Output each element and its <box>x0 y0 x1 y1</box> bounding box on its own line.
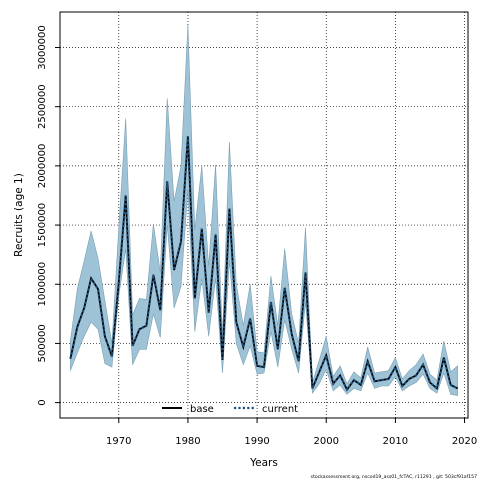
legend-base-label: base <box>190 404 214 415</box>
y-axis-title: Recruits (age 1) <box>13 173 25 257</box>
confidence-band <box>70 24 458 396</box>
grid-lines <box>60 12 468 418</box>
plot-frame <box>59 11 469 419</box>
series-lines <box>69 136 459 392</box>
y-tick-label-0: 0 <box>37 399 48 405</box>
y-axis-ticks: 0 500000 1000000 1500000 2000000 2500000 30000… <box>37 25 60 406</box>
y-tick-label-500000: 500000 <box>37 324 48 362</box>
x-tick-label-2020: 2020 <box>452 436 477 447</box>
x-axis-title: Years <box>249 457 278 469</box>
y-tick-label-1000000: 1000000 <box>37 262 48 307</box>
x-tick-label-1980: 1980 <box>175 436 200 447</box>
confidence-band-area <box>70 24 458 396</box>
x-tick-label-2010: 2010 <box>383 436 408 447</box>
y-tick-label-1500000: 1500000 <box>37 203 48 248</box>
y-tick-label-2000000: 2000000 <box>37 144 48 189</box>
x-tick-label-2000: 2000 <box>314 436 339 447</box>
x-axis-ticks: 1970 1980 1990 2000 2010 2020 <box>106 418 477 447</box>
x-tick-label-1990: 1990 <box>244 436 269 447</box>
footer-text: stockassessment.org, nscod19_ass01_fcTAC… <box>311 474 477 480</box>
y-tick-label-2500000: 2500000 <box>37 84 48 129</box>
legend-current-label: current <box>262 404 298 415</box>
y-tick-label-3000000: 3000000 <box>37 25 48 70</box>
legend: base current <box>162 404 298 415</box>
x-tick-label-1970: 1970 <box>106 436 131 447</box>
current-series-line <box>69 136 459 392</box>
